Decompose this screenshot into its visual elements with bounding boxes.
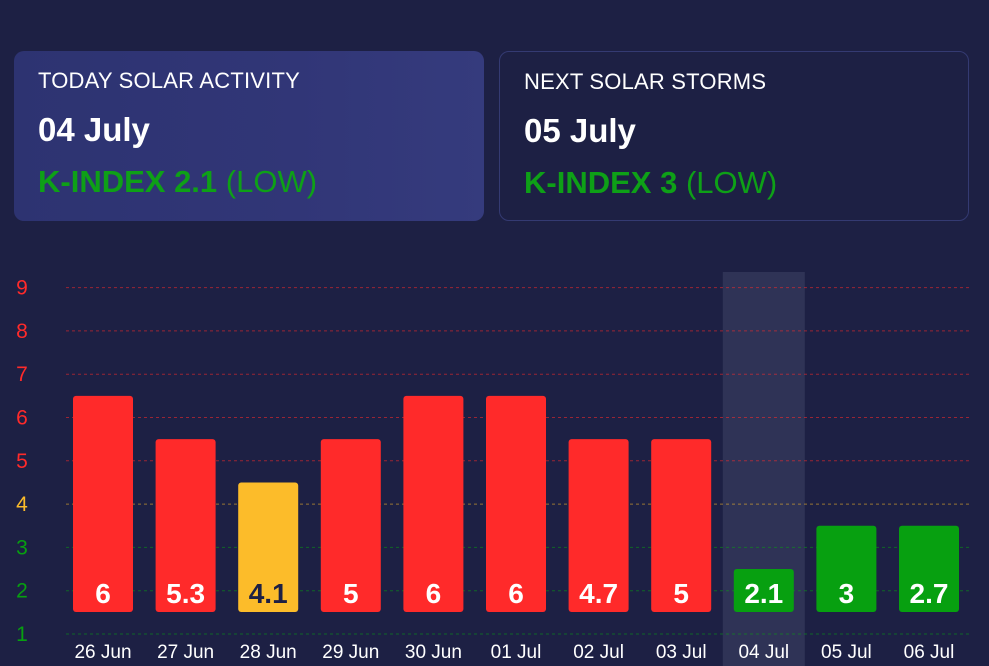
bar-28-Jun [238, 482, 299, 612]
y-tick-label-8: 8 [16, 320, 28, 343]
kindex-bar-chart: 1 2 3 4 5 6 7 8 9 6 26 Jun 5.3 27 Jun 4.1 28 Jun 5 29 Ju… [16, 272, 969, 666]
value-label-04-Jul: 2.1 [744, 578, 783, 609]
value-label-26-Jun: 6 [95, 578, 111, 609]
bar-03-Jul [651, 439, 712, 612]
y-tick-label-3: 3 [16, 536, 28, 559]
x-tick-label-06-Jul: 06 Jul [904, 642, 955, 663]
value-label-06-Jul: 2.7 [910, 578, 949, 609]
x-tick-label-05-Jul: 05 Jul [821, 642, 872, 663]
value-label-30-Jun: 6 [426, 578, 442, 609]
x-tick-label-29-Jun: 29 Jun [322, 642, 379, 663]
value-label-01-Jul: 6 [508, 578, 524, 609]
x-tick-label-04-Jul: 04 Jul [738, 642, 789, 663]
next-date: 05 July [524, 112, 636, 149]
x-tick-label-26-Jun: 26 Jun [74, 642, 131, 663]
y-tick-label-2: 2 [16, 580, 28, 603]
today-kindex: K-INDEX 2.1 (LOW) [38, 163, 460, 201]
today-card-title: TODAY SOLAR ACTIVITY [38, 68, 300, 93]
next-kindex-value: K-INDEX 3 [524, 165, 678, 200]
bar-06-Jul [899, 525, 959, 612]
bar-30-Jun [403, 395, 464, 612]
next-kindex-level: (LOW) [685, 165, 778, 200]
y-tick-label-6: 6 [16, 407, 28, 430]
x-tick-label-01-Jul: 01 Jul [491, 642, 542, 663]
y-tick-label-1: 1 [16, 623, 28, 646]
value-label-03-Jul: 5 [673, 578, 689, 609]
next-storms-card: NEXT SOLAR STORMS 05 July K-INDEX 3 (LOW… [499, 51, 969, 221]
bar-29-Jun [320, 439, 381, 612]
x-tick-label-03-Jul: 03 Jul [656, 642, 707, 663]
y-tick-label-4: 4 [16, 493, 28, 516]
today-kindex-value: K-INDEX 2.1 [38, 164, 218, 199]
y-tick-label-9: 9 [16, 277, 28, 300]
value-label-27-Jun: 5.3 [166, 578, 205, 609]
today-date: 04 July [38, 111, 150, 148]
today-activity-card: TODAY SOLAR ACTIVITY 04 July K-INDEX 2.1… [14, 51, 484, 221]
value-label-28-Jun: 4.1 [249, 578, 288, 609]
value-label-29-Jun: 5 [343, 578, 359, 609]
bar-01-Jul [486, 395, 546, 612]
kindex-chart: 1 2 3 4 5 6 7 8 9 6 26 Jun 5.3 27 Jun 4.1 28 Jun 5 29 Ju… [0, 260, 989, 666]
x-tick-label-27-Jun: 27 Jun [157, 642, 214, 663]
x-tick-label-02-Jul: 02 Jul [573, 642, 624, 663]
bar-26-Jun [73, 395, 133, 612]
bar-05-Jul [816, 525, 877, 612]
y-tick-label-5: 5 [16, 450, 28, 473]
value-label-02-Jul: 4.7 [579, 578, 618, 609]
bar-27-Jun [155, 439, 216, 612]
x-tick-label-30-Jun: 30 Jun [405, 642, 462, 663]
x-tick-label-28-Jun: 28 Jun [240, 642, 297, 663]
bar-04-Jul [733, 569, 794, 612]
value-label-05-Jul: 3 [839, 578, 855, 609]
next-kindex: K-INDEX 3 (LOW) [524, 164, 944, 202]
next-card-title: NEXT SOLAR STORMS [524, 69, 767, 94]
bar-02-Jul [568, 439, 629, 612]
y-tick-label-7: 7 [16, 363, 28, 386]
summary-cards: TODAY SOLAR ACTIVITY 04 July K-INDEX 2.1… [14, 51, 969, 221]
today-kindex-level: (LOW) [225, 164, 318, 199]
